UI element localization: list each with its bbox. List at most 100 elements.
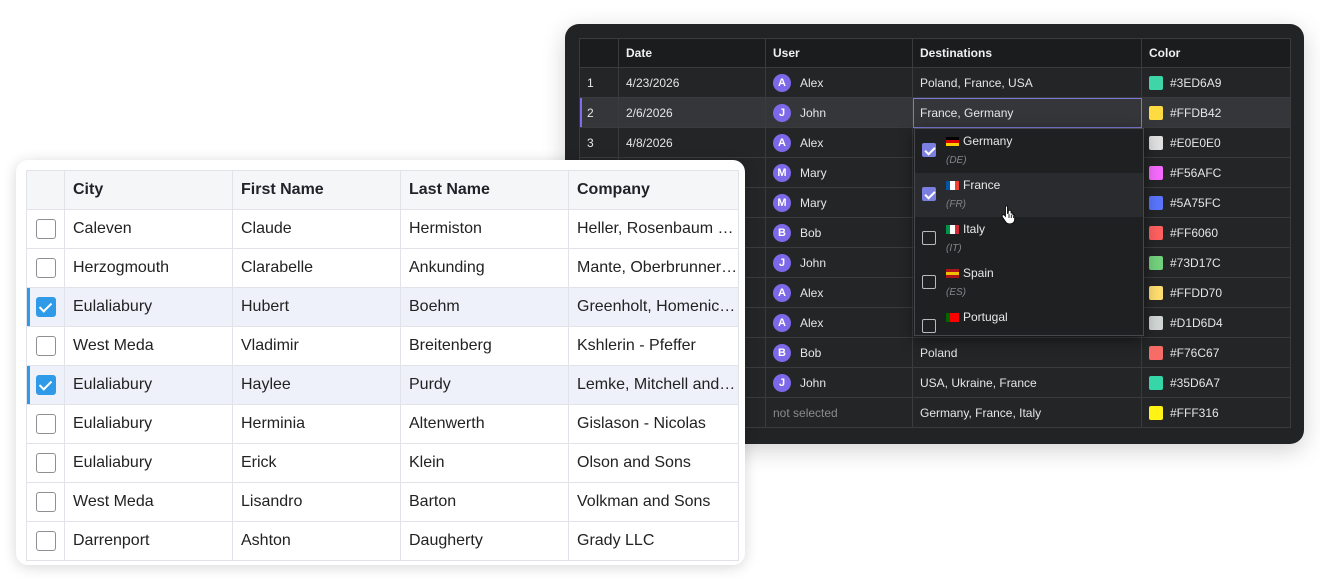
table-row[interactable]: 1 4/23/2026 A Alex Poland, France, USA #3ED6A… — [579, 67, 1291, 98]
city-cell[interactable]: Eulaliabury — [64, 443, 233, 483]
first-name-cell[interactable]: Vladimir — [232, 326, 401, 366]
header-date[interactable]: Date — [618, 38, 766, 68]
color-cell[interactable]: #5A75FC — [1141, 187, 1291, 218]
color-cell[interactable]: #73D17C — [1141, 247, 1291, 278]
first-name-cell[interactable]: Claude — [232, 209, 401, 249]
destinations-dropdown[interactable]: Germany (DE) France (FR) Italy (IT) Spain (ES) P… — [914, 128, 1144, 336]
row-select-cell[interactable] — [26, 443, 65, 483]
row-select-cell[interactable] — [26, 287, 65, 327]
first-name-cell[interactable]: Clarabelle — [232, 248, 401, 288]
user-cell[interactable]: not selected — [765, 397, 913, 428]
option-checkbox[interactable] — [922, 143, 936, 157]
user-cell[interactable]: M Mary — [765, 157, 913, 188]
header-city[interactable]: City — [64, 170, 233, 210]
color-cell[interactable]: #F56AFC — [1141, 157, 1291, 188]
destinations-cell[interactable]: Germany, France, Italy — [912, 397, 1142, 428]
city-cell[interactable]: Herzogmouth — [64, 248, 233, 288]
first-name-cell[interactable]: Erick — [232, 443, 401, 483]
last-name-cell[interactable]: Altenwerth — [400, 404, 569, 444]
table-row[interactable]: Eulaliabury Herminia Altenwerth Gislason - … — [26, 404, 739, 444]
company-cell[interactable]: Mante, Oberbrunner and Sons — [568, 248, 739, 288]
row-select-cell[interactable] — [26, 209, 65, 249]
table-row[interactable]: West Meda Vladimir Breitenberg Kshlerin - P… — [26, 326, 739, 366]
table-row[interactable]: Eulaliabury Haylee Purdy Lemke, Mitchell an… — [26, 365, 739, 405]
user-cell[interactable]: A Alex — [765, 67, 913, 98]
row-checkbox[interactable] — [35, 492, 56, 512]
color-cell[interactable]: #F76C67 — [1141, 337, 1291, 368]
row-select-cell[interactable] — [26, 248, 65, 288]
header-row-number[interactable] — [579, 38, 619, 68]
city-cell[interactable]: Eulaliabury — [64, 404, 233, 444]
user-cell[interactable]: J John — [765, 97, 913, 128]
last-name-cell[interactable]: Purdy — [400, 365, 569, 405]
option-checkbox[interactable] — [922, 231, 936, 245]
row-number-cell[interactable]: 2 — [579, 97, 619, 128]
header-last-name[interactable]: Last Name — [400, 170, 569, 210]
color-cell[interactable]: #3ED6A9 — [1141, 67, 1291, 98]
row-select-cell[interactable] — [26, 326, 65, 366]
first-name-cell[interactable]: Hubert — [232, 287, 401, 327]
city-cell[interactable]: West Meda — [64, 326, 233, 366]
user-cell[interactable]: M Mary — [765, 187, 913, 218]
row-number-cell[interactable]: 1 — [579, 67, 619, 98]
destinations-cell[interactable]: Poland — [912, 337, 1142, 368]
last-name-cell[interactable]: Hermiston — [400, 209, 569, 249]
dropdown-option-portugal[interactable]: Portugal — [915, 305, 1143, 335]
first-name-cell[interactable]: Ashton — [232, 521, 401, 561]
last-name-cell[interactable]: Breitenberg — [400, 326, 569, 366]
row-checkbox[interactable] — [35, 414, 56, 434]
dropdown-option-italy[interactable]: Italy (IT) — [915, 217, 1143, 261]
city-cell[interactable]: Darrenport — [64, 521, 233, 561]
city-cell[interactable]: Eulaliabury — [64, 365, 233, 405]
option-checkbox[interactable] — [922, 275, 936, 289]
destinations-cell[interactable]: France, Germany — [912, 97, 1142, 128]
row-select-cell[interactable] — [26, 521, 65, 561]
table-row[interactable]: Eulaliabury Erick Klein Olson and Sons — [26, 443, 739, 483]
color-cell[interactable]: #35D6A7 — [1141, 367, 1291, 398]
company-cell[interactable]: Kshlerin - Pfeffer — [568, 326, 739, 366]
city-cell[interactable]: West Meda — [64, 482, 233, 522]
company-cell[interactable]: Lemke, Mitchell and Sons — [568, 365, 739, 405]
company-cell[interactable]: Olson and Sons — [568, 443, 739, 483]
row-number-cell[interactable]: 3 — [579, 127, 619, 158]
row-checkbox[interactable] — [35, 375, 56, 395]
last-name-cell[interactable]: Barton — [400, 482, 569, 522]
header-user[interactable]: User — [765, 38, 913, 68]
date-cell[interactable]: 4/8/2026 — [618, 127, 766, 158]
company-cell[interactable]: Greenholt, Homenick and Sons — [568, 287, 739, 327]
user-cell[interactable]: J John — [765, 367, 913, 398]
row-checkbox[interactable] — [35, 336, 56, 356]
color-cell[interactable]: #FFDD70 — [1141, 277, 1291, 308]
row-checkbox[interactable] — [35, 297, 56, 317]
date-cell[interactable]: 4/23/2026 — [618, 67, 766, 98]
last-name-cell[interactable]: Klein — [400, 443, 569, 483]
date-cell[interactable]: 2/6/2026 — [618, 97, 766, 128]
user-cell[interactable]: B Bob — [765, 217, 913, 248]
city-cell[interactable]: Caleven — [64, 209, 233, 249]
first-name-cell[interactable]: Herminia — [232, 404, 401, 444]
table-row[interactable]: 2 2/6/2026 J John France, Germany #FFDB42 — [579, 97, 1291, 128]
table-row[interactable]: Herzogmouth Clarabelle Ankunding Mante, Obe… — [26, 248, 739, 288]
row-checkbox[interactable] — [35, 531, 56, 551]
row-checkbox[interactable] — [35, 219, 56, 239]
color-cell[interactable]: #FFDB42 — [1141, 97, 1291, 128]
user-cell[interactable]: A Alex — [765, 277, 913, 308]
first-name-cell[interactable]: Lisandro — [232, 482, 401, 522]
dropdown-option-spain[interactable]: Spain (ES) — [915, 261, 1143, 305]
row-select-cell[interactable] — [26, 404, 65, 444]
table-row[interactable]: West Meda Lisandro Barton Volkman and Sons — [26, 482, 739, 522]
row-select-cell[interactable] — [26, 482, 65, 522]
user-cell[interactable]: A Alex — [765, 307, 913, 338]
destinations-cell[interactable]: Poland, France, USA — [912, 67, 1142, 98]
header-color[interactable]: Color — [1141, 38, 1291, 68]
table-row[interactable]: Caleven Claude Hermiston Heller, Rosenbaum … — [26, 209, 739, 249]
company-cell[interactable]: Gislason - Nicolas — [568, 404, 739, 444]
user-cell[interactable]: B Bob — [765, 337, 913, 368]
header-select[interactable] — [26, 170, 65, 210]
city-cell[interactable]: Eulaliabury — [64, 287, 233, 327]
last-name-cell[interactable]: Boehm — [400, 287, 569, 327]
first-name-cell[interactable]: Haylee — [232, 365, 401, 405]
dropdown-option-france[interactable]: France (FR) — [915, 173, 1143, 217]
option-checkbox[interactable] — [922, 319, 936, 333]
header-destinations[interactable]: Destinations — [912, 38, 1142, 68]
